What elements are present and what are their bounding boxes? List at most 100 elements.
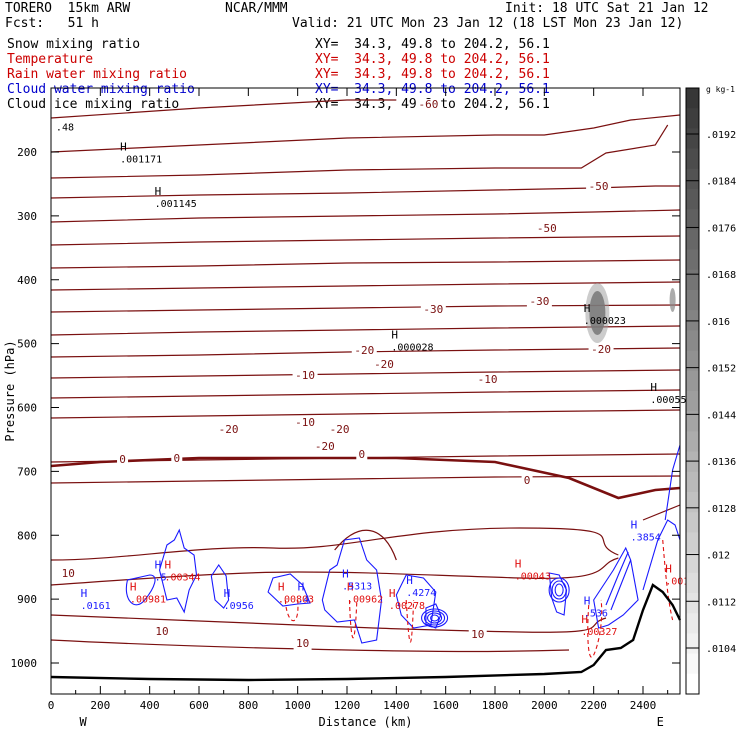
y-tick-label-3: 500 [17, 338, 37, 351]
temperature-contour-6 [50, 259, 681, 269]
colorbar-tick-label-10: .0112 [706, 597, 736, 608]
valid-time: Valid: 21 UTC Mon 23 Jan 12 (18 LST Mon … [292, 16, 684, 31]
cloud-water-extremum-mark-4: H [584, 594, 591, 607]
rain-extremum-value-5: .00043 [515, 571, 551, 582]
temperature-label-5: -20 [354, 344, 374, 357]
colorbar-cell-28 [686, 653, 699, 675]
rain-water-contour-3 [587, 599, 603, 658]
temperature-contour-east [642, 504, 681, 521]
temperature-label-bg-2 [534, 223, 560, 235]
temperature-label-bg-16 [356, 449, 368, 461]
colorbar-tick-label-4: .016 [706, 317, 730, 328]
temperature-label-0: -60 [418, 98, 438, 111]
x-tick-label-12: 2400 [630, 699, 657, 712]
x-end-label-west: W [79, 715, 87, 729]
temperature-contour-13 [50, 409, 681, 419]
init-time: Init: 18 UTC Sat 21 Jan 12 [505, 1, 709, 16]
colorbar-cell-4 [686, 168, 699, 190]
colorbar-tick-label-3: .0168 [706, 270, 736, 281]
snow-extremum-mark-2: H [391, 329, 398, 342]
colorbar-cell-7 [686, 229, 699, 251]
temperature-contour-low-1 [50, 527, 619, 561]
temperature-contour-labels: -60-50-50-30-30-20-20-20-20-20-20-10 -10-… [59, 98, 614, 650]
temperature-contours [50, 99, 681, 484]
temperature-contour-11 [50, 369, 681, 379]
colorbar-cell-29 [686, 673, 699, 695]
cloud-water-contour-0 [125, 574, 156, 606]
temperature-contour-7 [50, 281, 681, 291]
cloud-water-core-3 [430, 614, 440, 622]
colorbar-cell-0 [686, 88, 699, 109]
snow-extremum-value-0: .001171 [120, 154, 162, 165]
colorbar-tick-label-7: .0136 [706, 457, 736, 468]
temperature-label-bg-0 [415, 99, 441, 111]
temperature-contour-2 [50, 124, 669, 179]
colorbar-tick-label-6: .0144 [706, 410, 736, 421]
rain-water-contour-4 [662, 539, 674, 621]
terrain-surface [50, 583, 682, 682]
x-tick-label-6: 1200 [334, 699, 361, 712]
temperature-label-bg-11 [292, 370, 318, 382]
y-tick-label-4: 600 [17, 402, 37, 415]
field-xy-snow: XY= 34.3, 49.8 to 204.2, 56.1 [315, 37, 550, 52]
colorbar-cell-13 [686, 350, 699, 372]
snow-extremum-mark-1: H [155, 185, 162, 198]
temperature-label-2: -50 [537, 222, 557, 235]
x-tick-label-1: 200 [90, 699, 110, 712]
colorbar-tick-label-2: .0176 [706, 223, 736, 234]
x-tick-label-0: 0 [48, 699, 55, 712]
snow-extrema: H.001171H.001145H.000028H.000023H.00055.… [56, 122, 687, 406]
temperature-label-3: -30 [529, 295, 549, 308]
cloud-water-extremum-value-5: .3854 [631, 532, 661, 543]
rain-water-contours [284, 539, 674, 658]
colorbar-tick-label-5: .0152 [706, 364, 736, 375]
colorbar-cell-21 [686, 512, 699, 533]
snow-extremum-value-4: .00055 [650, 395, 686, 406]
rain-extremum-mark-2: H [278, 580, 285, 593]
temperature-label-bg-3 [526, 296, 552, 308]
snow-extremum-value-5: .48 [56, 122, 74, 133]
cloud-water-core-0 [421, 608, 449, 628]
temperature-label-16: 0 [358, 448, 365, 461]
temperature-label-8: -20 [219, 423, 239, 436]
colorbar-tick-label-0: .0192 [706, 130, 736, 141]
x-end-label-east: E [657, 715, 664, 729]
snow-shading-blob-2 [669, 288, 676, 312]
rain-extremum-value-2: .00803 [278, 594, 314, 605]
temperature-contour-bump [334, 529, 397, 561]
field-xy-rain: XY= 34.3, 49.8 to 204.2, 56.1 [315, 67, 550, 82]
cloud-water-core-1 [424, 610, 446, 626]
colorbar-frame [685, 87, 700, 695]
colorbar-cell-18 [686, 451, 699, 473]
temperature-contour-low-2 [50, 557, 619, 586]
x-tick-label-5: 1000 [284, 699, 311, 712]
rain-extremum-value-4: .00278 [389, 601, 425, 612]
temperature-label-bg-14 [117, 454, 129, 466]
temperature-contour-4 [50, 209, 681, 223]
cloud-water-contours [125, 444, 681, 644]
colorbar-cell-8 [686, 249, 699, 271]
temperature-label-bg-4 [420, 304, 446, 316]
cloud-water-extrema: H.0161H.0956H.5313H.4274H.536H.3854H.5H.… [81, 518, 661, 619]
temperature-label-6: -20 [374, 358, 394, 371]
model-title: TORERO 15km ARW [5, 1, 131, 16]
center-name: NCAR/MMM [225, 1, 288, 16]
snow-extremum-value-2: .000028 [391, 343, 433, 354]
cloud-water-contour-1 [158, 528, 198, 614]
y-tick-label-6: 800 [17, 529, 37, 542]
temperature-label-13: -10 [295, 416, 315, 429]
cloud-water-core-2 [427, 612, 443, 624]
y-tick-label-2: 400 [17, 274, 37, 287]
y-tick-label-7: 900 [17, 593, 37, 606]
temperature-contour-3 [50, 185, 680, 199]
temperature-contour-low-4 [50, 639, 570, 653]
colorbar-cell-3 [686, 148, 699, 170]
snow-extremum-mark-3: H [584, 302, 591, 315]
y-tick-label-0: 200 [17, 146, 37, 159]
field-name-snow: Snow mixing ratio [7, 37, 141, 52]
snow-extremum-mark-4: H [650, 381, 657, 394]
colorbar-cell-14 [686, 370, 699, 392]
colorbar-cell-17 [686, 431, 699, 453]
x-tick-label-4: 800 [238, 699, 258, 712]
